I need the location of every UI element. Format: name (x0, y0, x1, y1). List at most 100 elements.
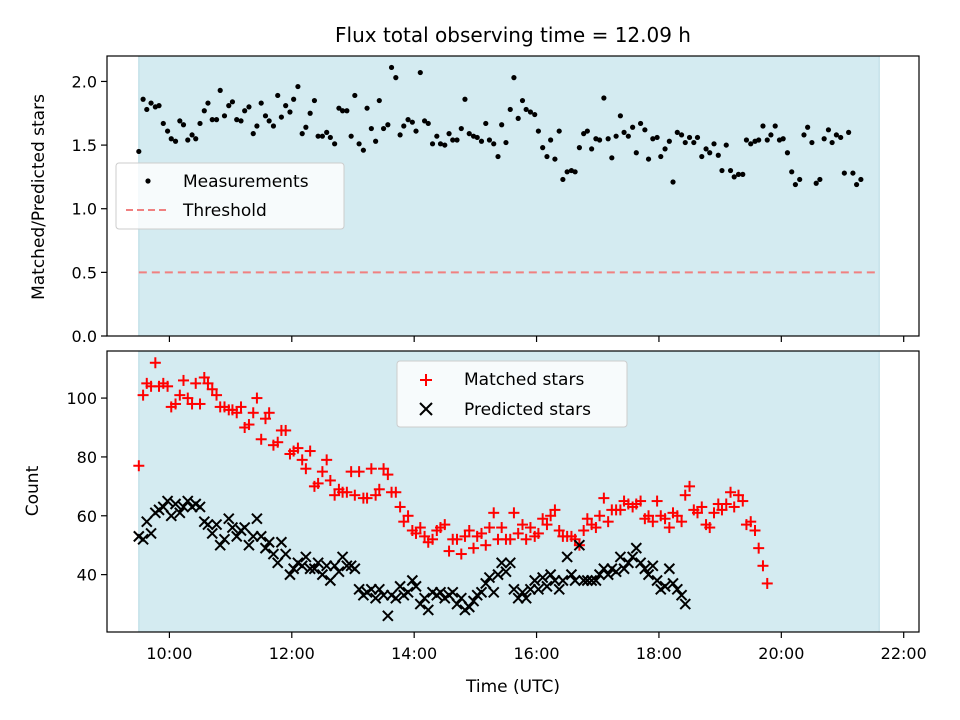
data-point (647, 560, 659, 572)
data-point (312, 557, 324, 569)
data-point (553, 583, 565, 596)
data-point (182, 495, 194, 507)
data-point (676, 516, 688, 528)
data-point (170, 398, 182, 410)
data-point (463, 601, 475, 613)
data-point (368, 125, 374, 132)
data-point (727, 167, 734, 174)
data-point (259, 413, 271, 425)
data-point (467, 595, 480, 607)
data-point (213, 117, 220, 123)
data-point (560, 176, 566, 183)
legend-predicted-label: Predicted stars (464, 400, 591, 420)
data-point (581, 574, 594, 587)
data-point (761, 577, 773, 589)
data-point (504, 533, 516, 545)
data-point (190, 377, 202, 389)
data-point (168, 136, 174, 142)
data-point (446, 131, 452, 137)
data-point (523, 106, 529, 113)
data-point (349, 489, 361, 501)
data-point (725, 486, 737, 498)
data-point (801, 132, 807, 138)
data-point (144, 106, 150, 113)
data-point (272, 557, 284, 569)
data-point (590, 574, 602, 587)
data-point (295, 83, 301, 90)
data-point (418, 592, 431, 604)
data-point (333, 565, 345, 578)
data-point (613, 133, 619, 139)
data-point (185, 137, 191, 143)
data-point (275, 536, 288, 548)
data-point (263, 407, 275, 419)
data-point (145, 527, 157, 540)
data-point (262, 113, 269, 119)
data-point (304, 563, 316, 575)
data-point (740, 171, 746, 177)
data-point (385, 122, 391, 128)
y-tick-label: 100 (66, 389, 97, 408)
data-point (148, 100, 154, 106)
data-point (833, 132, 839, 138)
data-point (360, 147, 366, 153)
data-point (246, 104, 252, 110)
data-point (398, 516, 410, 528)
data-point (255, 433, 267, 445)
data-point (483, 522, 495, 534)
data-point (589, 146, 595, 152)
data-point (324, 474, 336, 486)
data-point (841, 170, 847, 176)
y-tick-label: 2.0 (72, 72, 97, 91)
data-point (475, 586, 488, 598)
data-point (194, 398, 206, 410)
data-point (537, 513, 549, 525)
data-point (437, 141, 444, 147)
data-point (231, 530, 243, 543)
data-point (319, 133, 325, 139)
data-point (475, 527, 487, 539)
data-point (674, 129, 680, 135)
data-point (645, 156, 652, 162)
data-point (229, 99, 236, 105)
data-point (373, 583, 386, 596)
data-point (275, 92, 281, 99)
data-point (581, 513, 593, 525)
data-point (328, 560, 341, 572)
y-tick-label: 0.0 (72, 327, 97, 346)
data-point (291, 96, 297, 102)
data-point (336, 105, 342, 111)
data-point (581, 131, 587, 137)
data-point (508, 583, 520, 596)
data-point (255, 530, 267, 543)
data-point (508, 507, 520, 519)
data-point (202, 377, 214, 389)
data-point (516, 586, 529, 598)
data-point (731, 174, 737, 180)
data-point (231, 407, 243, 419)
data-point (247, 407, 259, 419)
data-point (210, 518, 223, 531)
data-point (287, 563, 300, 575)
x-axis-label: Time (UTC) (465, 677, 560, 697)
data-point (519, 97, 526, 104)
legend-bottom-box (396, 360, 628, 428)
data-point (707, 150, 713, 156)
data-point (609, 155, 615, 161)
data-point (565, 568, 578, 581)
data-point (817, 176, 823, 183)
data-point (206, 383, 218, 395)
data-point (527, 109, 534, 115)
data-point (626, 551, 639, 563)
data-point (352, 92, 358, 99)
data-point (221, 113, 228, 119)
data-point (279, 548, 292, 560)
data-point (172, 138, 179, 144)
x-tick-label: 14:00 (391, 644, 437, 663)
data-point (532, 111, 538, 118)
data-point (651, 495, 663, 507)
data-point (643, 510, 655, 522)
data-point (715, 152, 721, 158)
data-point (410, 527, 422, 539)
